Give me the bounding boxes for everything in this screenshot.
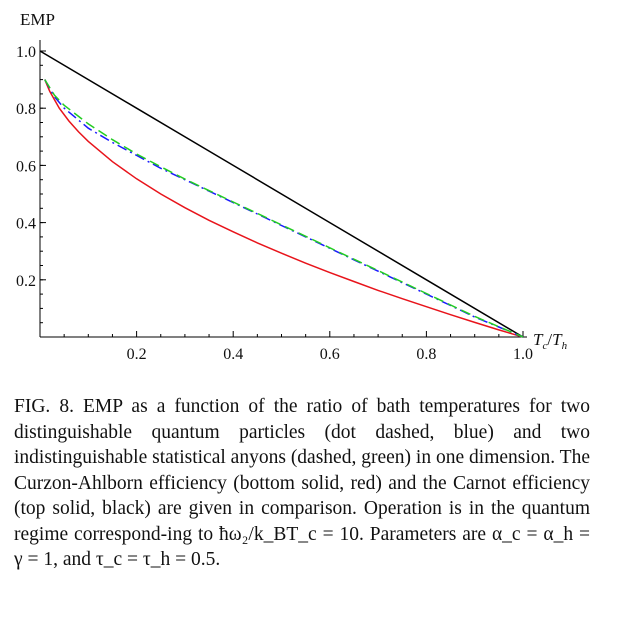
- y-tick-label: 0.8: [16, 101, 36, 118]
- x-tick-label: 0.4: [223, 346, 243, 363]
- figure-caption: FIG. 8. EMP as a function of the ratio o…: [14, 396, 590, 570]
- x-tick-label: 0.6: [320, 346, 340, 363]
- y-tick-label: 0.6: [16, 158, 36, 175]
- series-line-solid: [39, 50, 524, 338]
- chart-axes: 0.2 0.4 0.6 0.8 1.0 0.2 0.4 0.6 0.8 1.0: [16, 40, 533, 363]
- emp-chart: 0.2 0.4 0.6 0.8 1.0 0.2 0.4 0.6 0.8 1.0 EMP Tc/Th: [16, 10, 568, 363]
- y-tick-label: 0.2: [16, 273, 36, 290]
- series-line-dashed: [44, 79, 524, 338]
- x-tick-label: 1.0: [513, 346, 533, 363]
- x-axis-title: Tc/Th: [533, 330, 568, 352]
- y-tick-label: 0.4: [16, 216, 36, 233]
- series-line-solid: [44, 79, 524, 338]
- y-axis-title: EMP: [20, 10, 55, 29]
- y-tick-label: 1.0: [16, 44, 36, 61]
- chart-series: [39, 50, 524, 338]
- x-tick-label: 0.2: [127, 346, 147, 363]
- series-line-dot-dashed: [44, 79, 524, 338]
- x-tick-label: 0.8: [416, 346, 436, 363]
